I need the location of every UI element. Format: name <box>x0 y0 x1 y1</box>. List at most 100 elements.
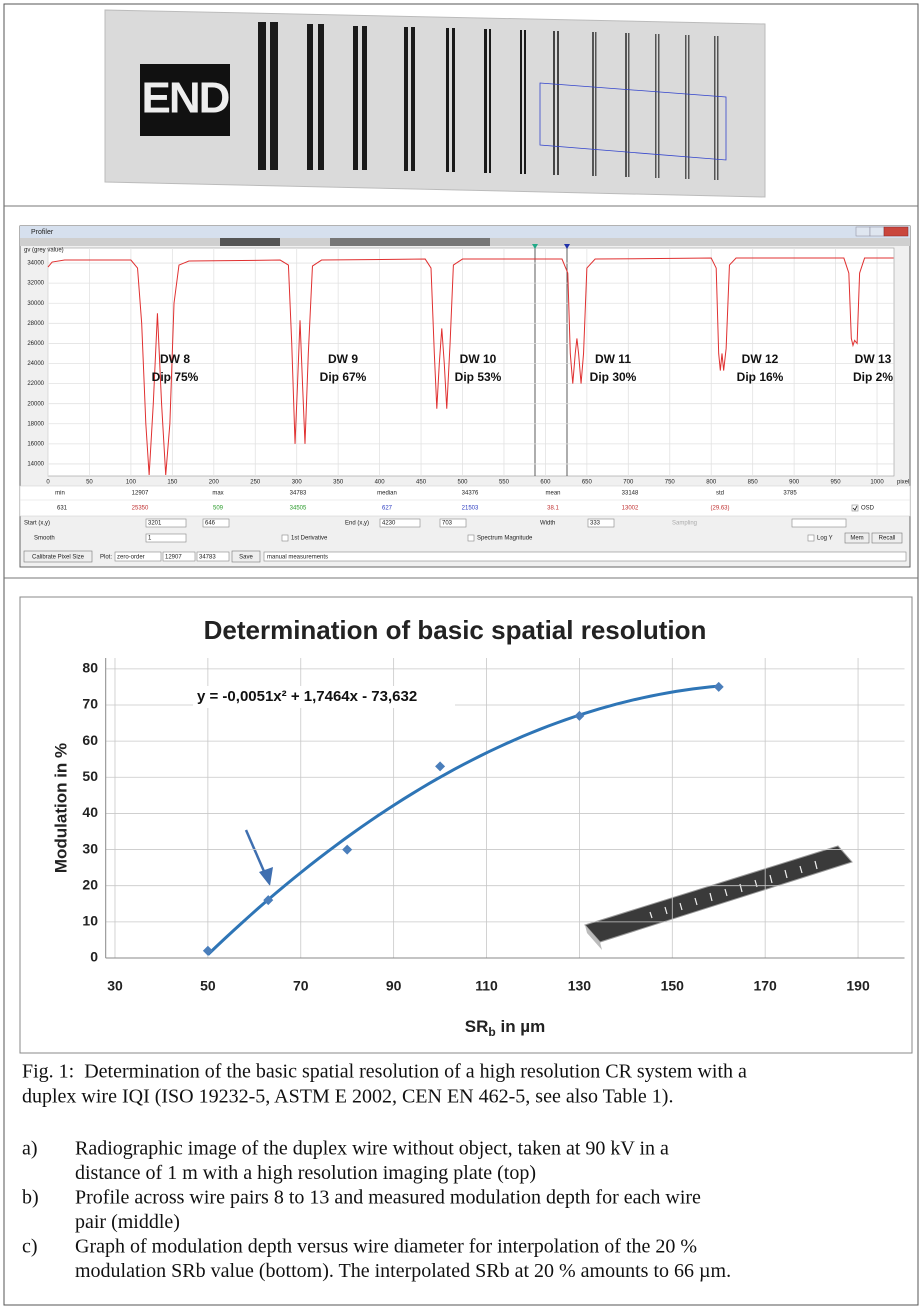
maximize-button[interactable] <box>869 226 885 237</box>
checkbox[interactable] <box>807 534 815 542</box>
checkbox-label: Spectrum Magnitude <box>477 536 533 542</box>
close-button[interactable] <box>883 226 909 237</box>
stat-label: std <box>716 491 724 497</box>
roi-box <box>539 82 727 161</box>
x-axis-label-main: SR <box>465 1017 489 1036</box>
button[interactable] <box>23 550 93 563</box>
x-tick-label: 150 <box>167 480 178 486</box>
stat-label: min <box>55 491 65 497</box>
y-tick-label: 30 <box>82 840 98 856</box>
stats-panel <box>19 485 911 517</box>
data-point <box>342 844 353 855</box>
button[interactable] <box>231 550 261 563</box>
input[interactable] <box>202 518 230 528</box>
x-tick-label: 50 <box>86 480 93 486</box>
x-tick-label: 450 <box>416 480 427 486</box>
cursor-handle[interactable] <box>532 244 538 249</box>
chart-panel <box>19 596 913 1054</box>
y-tick-label: 18000 <box>27 421 44 427</box>
equation-background <box>193 686 455 708</box>
caption-line: Fig. 1: Determination of the basic spati… <box>22 1061 747 1083</box>
x-tick-label: 170 <box>753 978 777 994</box>
stat-value: 34376 <box>462 491 479 497</box>
item-line: Graph of modulation depth versus wire di… <box>75 1236 697 1258</box>
input-value: 4230 <box>382 521 396 527</box>
x-tick-label: 350 <box>333 480 344 486</box>
dropdown[interactable] <box>263 551 907 562</box>
y-tick-label: 30000 <box>27 301 44 307</box>
annotation: Dip 67% <box>320 370 367 384</box>
x-tick-label: 190 <box>846 978 870 994</box>
input[interactable] <box>439 518 467 528</box>
wire-pairs <box>258 22 719 180</box>
stat-label: mean <box>545 491 560 497</box>
annotation: DW 13 <box>855 352 892 366</box>
input-value: 34783 <box>199 555 216 561</box>
checkbox-label: 1st Derivative <box>291 536 328 542</box>
x-tick-label: 70 <box>293 978 309 994</box>
input[interactable] <box>587 518 615 528</box>
dropdown[interactable] <box>114 551 162 562</box>
cursor-handle[interactable] <box>564 244 570 249</box>
annotation: Dip 53% <box>455 370 502 384</box>
x-tick-label: 200 <box>209 480 220 486</box>
dropdown-value: zero-order <box>117 555 145 561</box>
stat-value: 34505 <box>290 506 307 512</box>
data-point <box>263 895 274 906</box>
x-tick-label: 700 <box>623 480 634 486</box>
control-label: End (x,y) <box>345 521 369 527</box>
y-tick-label: 80 <box>82 660 98 676</box>
input[interactable] <box>162 551 196 562</box>
button[interactable] <box>871 532 903 544</box>
input[interactable] <box>145 518 187 528</box>
button[interactable] <box>844 532 870 544</box>
y-tick-label: 40 <box>82 804 98 820</box>
x-tick-label: 1000 <box>870 480 884 486</box>
x-tick-label: 400 <box>375 480 386 486</box>
y-tick-label: 0 <box>90 949 98 965</box>
item-label: c) <box>22 1236 38 1258</box>
button-label: Mem <box>850 536 863 542</box>
title-bar <box>20 226 910 238</box>
x-tick-label: 0 <box>46 480 50 486</box>
annotation: DW 8 <box>160 352 190 366</box>
x-tick-label: 550 <box>499 480 510 486</box>
x-tick-label: 650 <box>582 480 593 486</box>
x-axis-label-sub: b <box>488 1025 495 1039</box>
osd-checkbox[interactable] <box>851 504 859 512</box>
minimize-button[interactable] <box>855 226 871 237</box>
x-tick-label: 100 <box>126 480 137 486</box>
background-shadow <box>330 238 490 246</box>
y-tick-label: 20 <box>82 876 98 892</box>
data-point <box>713 681 724 692</box>
input[interactable] <box>379 518 421 528</box>
input[interactable] <box>196 551 230 562</box>
y-tick-label: 50 <box>82 768 98 784</box>
x-tick-label: 600 <box>540 480 551 486</box>
trendline <box>206 684 719 956</box>
dropdown[interactable] <box>791 518 847 528</box>
annotation: DW 11 <box>595 352 631 366</box>
chart-title: Determination of basic spatial resolutio… <box>204 615 707 645</box>
x-tick-label: 950 <box>831 480 842 486</box>
stat-value: (29.63) <box>710 506 729 512</box>
checkbox[interactable] <box>281 534 289 542</box>
x-tick-label: 130 <box>568 978 592 994</box>
radiograph: END <box>104 9 766 198</box>
y-tick-label: 24000 <box>27 361 44 367</box>
data-point <box>574 710 585 721</box>
control-label: Sampling <box>672 521 697 527</box>
stat-value: 21503 <box>462 506 479 512</box>
input[interactable] <box>145 533 187 543</box>
stat-value: 12907 <box>132 491 149 497</box>
x-tick-label: 50 <box>200 978 216 994</box>
control-label: Width <box>540 521 555 527</box>
window-title: Profiler <box>31 229 54 236</box>
osd-label: OSD <box>861 506 875 512</box>
y-tick-label: 16000 <box>27 441 44 447</box>
checkbox[interactable] <box>467 534 475 542</box>
x-axis-label: pixel <box>897 480 909 486</box>
trendline-equation: y = -0,0051x² + 1,7464x - 73,632 <box>197 688 417 705</box>
x-tick-label: 750 <box>665 480 676 486</box>
